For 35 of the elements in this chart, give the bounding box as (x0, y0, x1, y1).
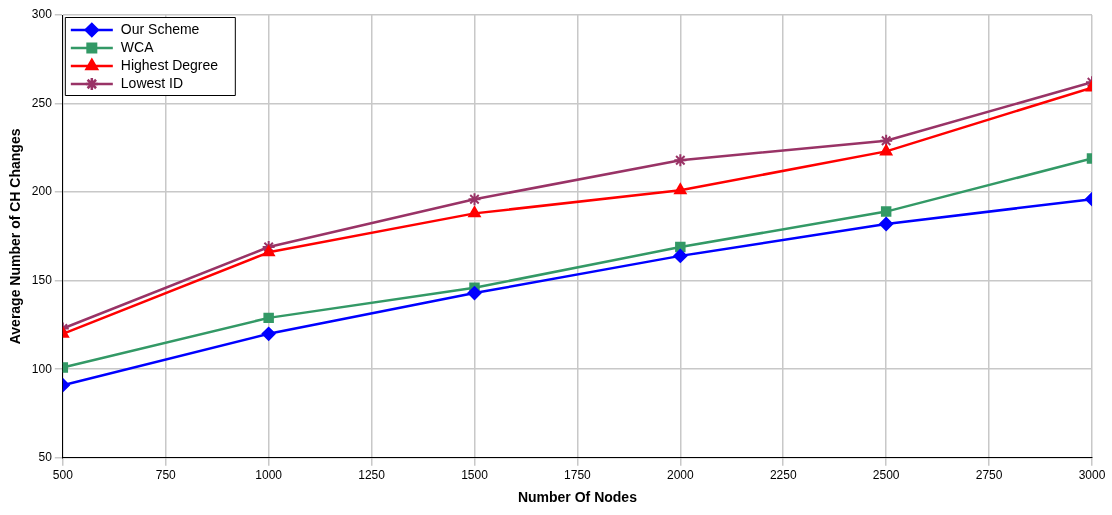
y-tick-label: 300 (31, 7, 53, 22)
y-tick-label: 200 (31, 184, 53, 199)
x-tick-label: 1000 (255, 468, 283, 483)
y-tick-label: 50 (38, 450, 53, 465)
x-tick-label: 2000 (666, 468, 694, 483)
point (880, 206, 892, 217)
x-tick-label: 3000 (1078, 468, 1106, 483)
point (673, 153, 688, 168)
point (468, 206, 481, 218)
y-tick-label: 150 (31, 272, 53, 287)
y-tick-label: 100 (31, 361, 53, 376)
legend-label: Highest Degree (120, 56, 219, 73)
point (262, 245, 275, 257)
point (467, 192, 482, 207)
point (467, 286, 482, 301)
x-axis-title: Number Of Nodes (517, 489, 638, 506)
y-tick-label: 250 (31, 95, 53, 110)
point (261, 326, 276, 341)
legend-label: WCA (120, 38, 155, 55)
y-axis-title: Average Number of CH Changes (7, 128, 24, 345)
point (879, 144, 893, 156)
x-tick-label: 2750 (975, 468, 1003, 483)
x-tick-label: 1250 (358, 468, 386, 483)
x-tick-label: 2250 (769, 468, 797, 483)
point (674, 183, 687, 195)
point (263, 312, 274, 324)
legend-label: Lowest ID (120, 74, 184, 91)
x-tick-label: 1500 (461, 468, 489, 483)
x-tick-label: 2500 (872, 468, 900, 483)
point (673, 248, 688, 263)
legend-label: Our Scheme (120, 20, 200, 37)
point (675, 241, 686, 253)
x-tick-label: 500 (52, 468, 74, 483)
x-tick-label: 1750 (564, 468, 592, 483)
x-tick-label: 750 (155, 468, 177, 483)
